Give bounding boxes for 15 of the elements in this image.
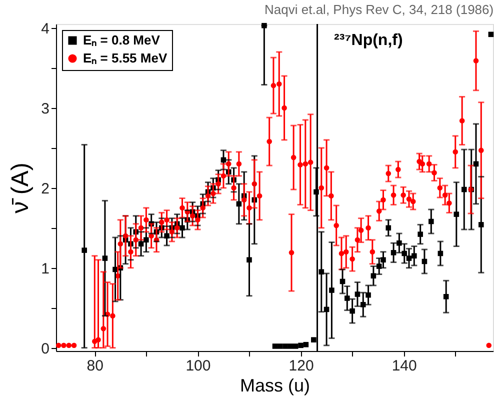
- x-axis-title: Mass (u): [240, 376, 310, 396]
- x-tick-label: 140: [392, 358, 417, 374]
- y-tick-label: 4: [41, 20, 50, 38]
- y-axis-title: ν̄ (A): [7, 162, 34, 214]
- y-tick-label: 1: [41, 260, 50, 278]
- y-tick-label: 3: [41, 100, 50, 118]
- x-tick-label: 120: [288, 358, 314, 374]
- y-tick-label: 0: [41, 340, 50, 358]
- legend-label: Eₙ = 5.55 MeV: [83, 50, 168, 66]
- x-tick-label: 100: [186, 358, 211, 374]
- y-tick-label: 2: [41, 180, 50, 198]
- annotation: ²³⁷Np(n,f): [334, 32, 403, 49]
- legend-label: Eₙ = 0.8 MeV: [83, 32, 160, 48]
- x-tick-label: 80: [86, 358, 104, 374]
- text: Naqvi et.al, Phys Rev C, 34, 218 (1986): [264, 2, 494, 17]
